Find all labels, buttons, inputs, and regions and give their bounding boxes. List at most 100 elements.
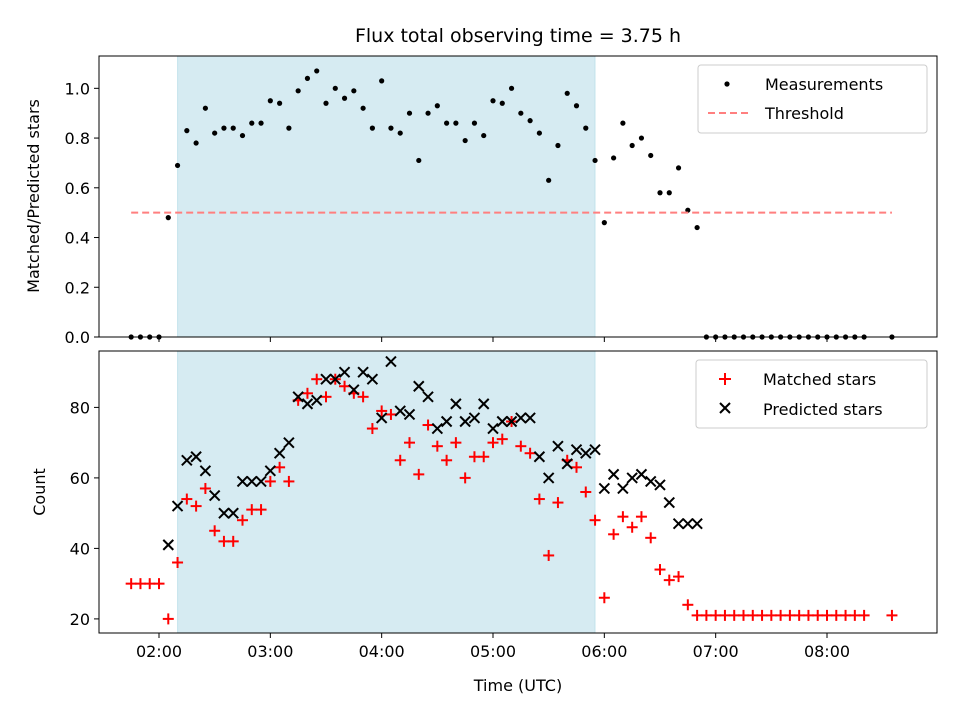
predicted-stars-point (635, 468, 648, 481)
matched-stars-point (385, 408, 397, 420)
measurements-point (388, 125, 394, 131)
matched-stars-point (144, 578, 156, 590)
matched-stars-point (719, 609, 731, 621)
measurements-point (184, 128, 190, 134)
panel-count-y-axis: 20 40 60 80 (70, 398, 99, 629)
matched-stars-point (533, 493, 545, 505)
predicted-stars-point (552, 440, 564, 452)
matched-stars-point (190, 500, 202, 512)
predicted-stars-point (162, 539, 174, 551)
measurements-point (230, 125, 236, 131)
predicted-stars-point (672, 518, 685, 530)
matched-stars-point (153, 578, 165, 590)
matched-stars-point (552, 497, 564, 509)
matched-stars-point (598, 592, 610, 604)
matched-stars-point (608, 528, 620, 540)
measurements-point (462, 137, 468, 144)
measurements-point (444, 120, 450, 126)
y-tick-label-0-0: 0.0 (65, 328, 90, 347)
predicted-stars-point (626, 472, 638, 484)
predicted-stars-point (199, 465, 212, 477)
measurements-point (564, 90, 570, 96)
matched-stars-point (181, 493, 193, 505)
matched-stars-point (673, 571, 685, 583)
predicted-stars-point (357, 366, 369, 378)
measurements-point (193, 140, 199, 146)
measurements-point (434, 103, 440, 109)
predicted-stars-point (320, 373, 332, 385)
panel-ratio-legend: Measurements Threshold (697, 64, 928, 134)
observing-window-shade (177, 55, 596, 338)
panel-count-frame (98, 350, 938, 634)
predicted-stars-point (264, 465, 277, 477)
measurements-point (518, 110, 524, 116)
matched-stars-point (339, 380, 351, 392)
y-tick-label-0-1: 0.2 (65, 278, 90, 297)
predicted-stars-point (208, 489, 221, 502)
matched-stars-point (802, 609, 814, 621)
matched-stars-point (478, 451, 490, 463)
matched-stars-point (775, 609, 787, 621)
matched-stars-point (218, 535, 230, 547)
matched-stars-point (691, 609, 703, 621)
predicted-stars-point (255, 475, 267, 488)
predicted-stars-point (570, 443, 583, 456)
observing-window-shade (177, 350, 596, 634)
predicted-stars-point (431, 422, 444, 435)
matched-stars-point (237, 514, 248, 526)
matched-stars-point (858, 609, 870, 621)
measurements-point (666, 190, 672, 196)
predicted-stars-point (515, 412, 527, 424)
measurements-point (629, 142, 635, 149)
panel-count-ylabel: Count (30, 468, 49, 516)
measurements-point (490, 98, 496, 104)
y-tick-label-1-1: 40 (70, 539, 90, 558)
matched-stars-point (172, 557, 184, 568)
measurements-point (314, 68, 320, 74)
matched-stars-point (515, 440, 527, 452)
panel-ratio-frame (98, 55, 938, 338)
legend-measurements-label: Measurements (765, 75, 883, 94)
predicted-stars-point (478, 398, 490, 410)
matched-stars-point (849, 609, 861, 621)
measurements-point (592, 157, 598, 164)
matched-stars-point (645, 532, 657, 544)
panel-count-legend: Matched stars Predicted stars (695, 359, 928, 429)
predicted-stars-point (236, 475, 249, 488)
matched-stars-point (199, 482, 211, 494)
predicted-stars-point (366, 373, 379, 385)
measurements-point (249, 120, 255, 126)
matched-stars-point (246, 504, 258, 516)
measurements-point (267, 98, 273, 104)
panel-ratio: 0.0 0.2 0.4 0.6 0.8 1.0 Matched/Predicted sta… (24, 55, 938, 347)
matched-stars-point (366, 423, 378, 435)
x-tick-label-4: 06:00 (581, 642, 627, 661)
measurements-point (202, 105, 208, 111)
matched-stars-point (162, 613, 174, 625)
matched-stars-point (626, 521, 638, 533)
legend-matched-label: Matched stars (763, 370, 876, 389)
predicted-stars-point (542, 472, 555, 484)
matched-stars-point (812, 609, 824, 621)
matched-stars-point (710, 609, 722, 621)
measurements-point (694, 224, 700, 231)
measurements-point (527, 118, 533, 124)
measurements-point (351, 88, 357, 94)
matched-stars-point (134, 578, 146, 590)
matched-stars-point (209, 525, 221, 537)
y-tick-label-1-2: 60 (70, 469, 90, 488)
measurements-point (258, 120, 264, 126)
matched-stars-point (886, 609, 898, 621)
matched-stars-point (450, 437, 462, 449)
matched-stars-point (255, 504, 267, 516)
measurements-point (481, 132, 487, 139)
matched-stars-point (320, 391, 332, 403)
predicted-stars-point (533, 451, 546, 463)
predicted-stars-point (403, 408, 416, 421)
measurements-point (638, 135, 645, 141)
predicted-stars-point (413, 380, 425, 392)
chart-title: Flux total observing time = 3.75 h (355, 25, 681, 47)
matched-stars-point (227, 535, 239, 547)
matched-stars-point (496, 433, 508, 445)
